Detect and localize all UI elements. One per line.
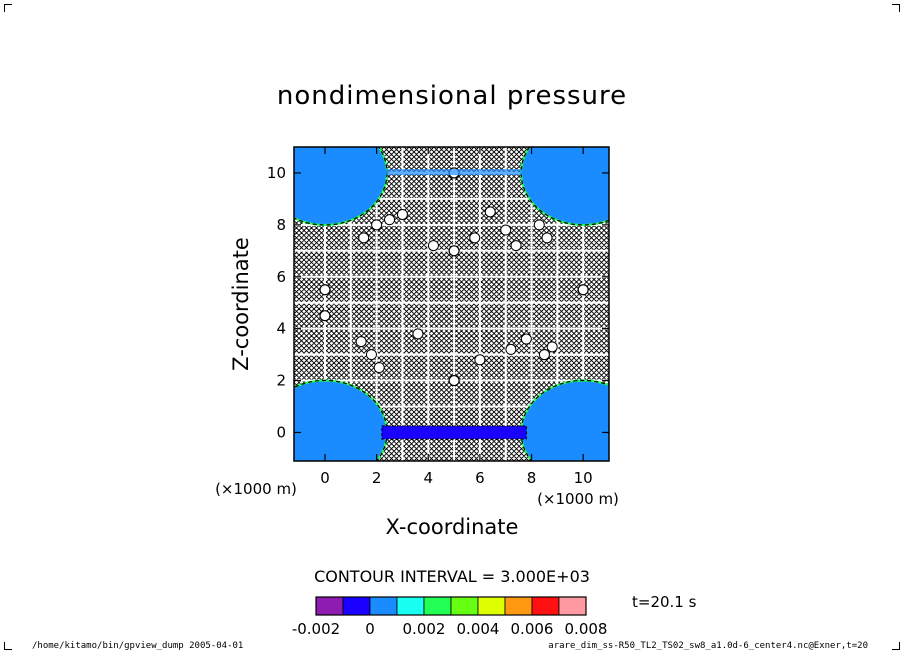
bottom-band-region — [381, 425, 527, 439]
contour-loop — [469, 232, 481, 244]
colorbar-labels: -0.002 0 0.002 0.004 0.006 0.008 — [292, 620, 608, 638]
contour-loop — [538, 349, 550, 361]
contour-loop — [355, 336, 367, 348]
contour-loop — [373, 362, 385, 374]
colorbar-swatch — [369, 596, 398, 616]
contour-loop — [520, 333, 532, 345]
bottom-band-outline — [381, 425, 527, 440]
colorbar-swatch — [531, 596, 560, 616]
x-unit-label-right: (×1000 m) — [537, 490, 619, 508]
colorbar-label: -0.002 — [292, 620, 340, 638]
contour-loop — [396, 208, 408, 220]
plot-area — [294, 147, 609, 461]
contour-loop — [510, 240, 522, 252]
colorbar-swatch — [423, 596, 452, 616]
x-tick-label: 6 — [475, 469, 485, 487]
colorbar-swatch — [504, 596, 533, 616]
top-band-region — [381, 169, 527, 176]
colorbar-swatch — [396, 596, 425, 616]
x-axis-label: X-coordinate — [386, 515, 519, 539]
x-tick-label: 0 — [320, 469, 330, 487]
contour-loop — [412, 328, 424, 340]
colorbar-label: 0.006 — [511, 620, 554, 638]
colorbar-swatch — [450, 596, 479, 616]
x-axis-ticks: 0 2 4 6 8 10 — [320, 147, 593, 487]
contour-loop — [500, 224, 512, 236]
x-tick-label: 2 — [372, 469, 382, 487]
colorbar-swatch — [558, 596, 587, 616]
x-tick-label: 8 — [527, 469, 537, 487]
contour-center — [319, 310, 331, 322]
colorbar-swatch — [315, 596, 344, 616]
corner-mark-top-left — [4, 4, 12, 12]
contour-loop — [474, 354, 486, 366]
contour-center — [448, 245, 460, 257]
contour-loop — [371, 219, 383, 231]
footer-path: /home/kitamo/bin/gpview_dump 2005-04-01 — [32, 641, 244, 651]
colorbar-label: 0 — [365, 620, 375, 638]
colorbar-label: 0.004 — [457, 620, 500, 638]
colorbar-frame — [315, 596, 587, 616]
colorbar-swatch — [342, 596, 371, 616]
plot-frame — [293, 146, 610, 462]
x-tick-label: 10 — [574, 469, 593, 487]
contour-center — [319, 284, 331, 296]
contour-loop — [533, 219, 545, 231]
y-axis-label: Z-coordinate — [229, 237, 253, 371]
contour-loop — [427, 240, 439, 252]
contour-interval-label: CONTOUR INTERVAL = 3.000E+03 — [314, 567, 590, 586]
y-tick-label: 2 — [276, 372, 286, 390]
contour-center — [448, 374, 460, 387]
contour-center — [577, 284, 589, 296]
corner-mark-bottom-right — [892, 642, 900, 650]
y-tick-label: 4 — [276, 320, 286, 338]
y-tick-label: 0 — [276, 423, 286, 441]
y-tick-label: 10 — [267, 164, 286, 182]
y-tick-label: 6 — [276, 268, 286, 286]
contour-loop — [365, 349, 377, 361]
corner-mark-top-right — [892, 4, 900, 12]
y-axis-ticks: 0 2 4 6 8 10 — [267, 164, 609, 441]
corner-region-outline — [520, 379, 609, 461]
colorbar-label: 0.002 — [403, 620, 446, 638]
contour-loop — [384, 214, 396, 226]
time-label: t=20.1 s — [632, 593, 697, 611]
colorbar-label: 0.008 — [565, 620, 608, 638]
contour-loop — [546, 341, 558, 353]
y-tick-label: 8 — [276, 216, 286, 234]
colorbar-swatch — [477, 596, 506, 616]
corner-mark-bottom-left — [4, 642, 12, 650]
contour-loop — [505, 343, 517, 355]
contour-loop — [484, 206, 496, 218]
x-unit-label-left: (×1000 m) — [215, 480, 297, 498]
contour-line-set — [294, 147, 609, 461]
chart-title: nondimensional pressure — [277, 81, 627, 111]
footer-variable: arare_dim_ss-R50_TL2_TS02_sw8_a1.0d-6_ce… — [548, 641, 868, 651]
colored-regions — [294, 147, 609, 461]
contour-loop — [541, 232, 553, 244]
colorbar — [315, 596, 587, 616]
x-tick-label: 4 — [423, 469, 433, 487]
contour-loop — [358, 232, 370, 244]
